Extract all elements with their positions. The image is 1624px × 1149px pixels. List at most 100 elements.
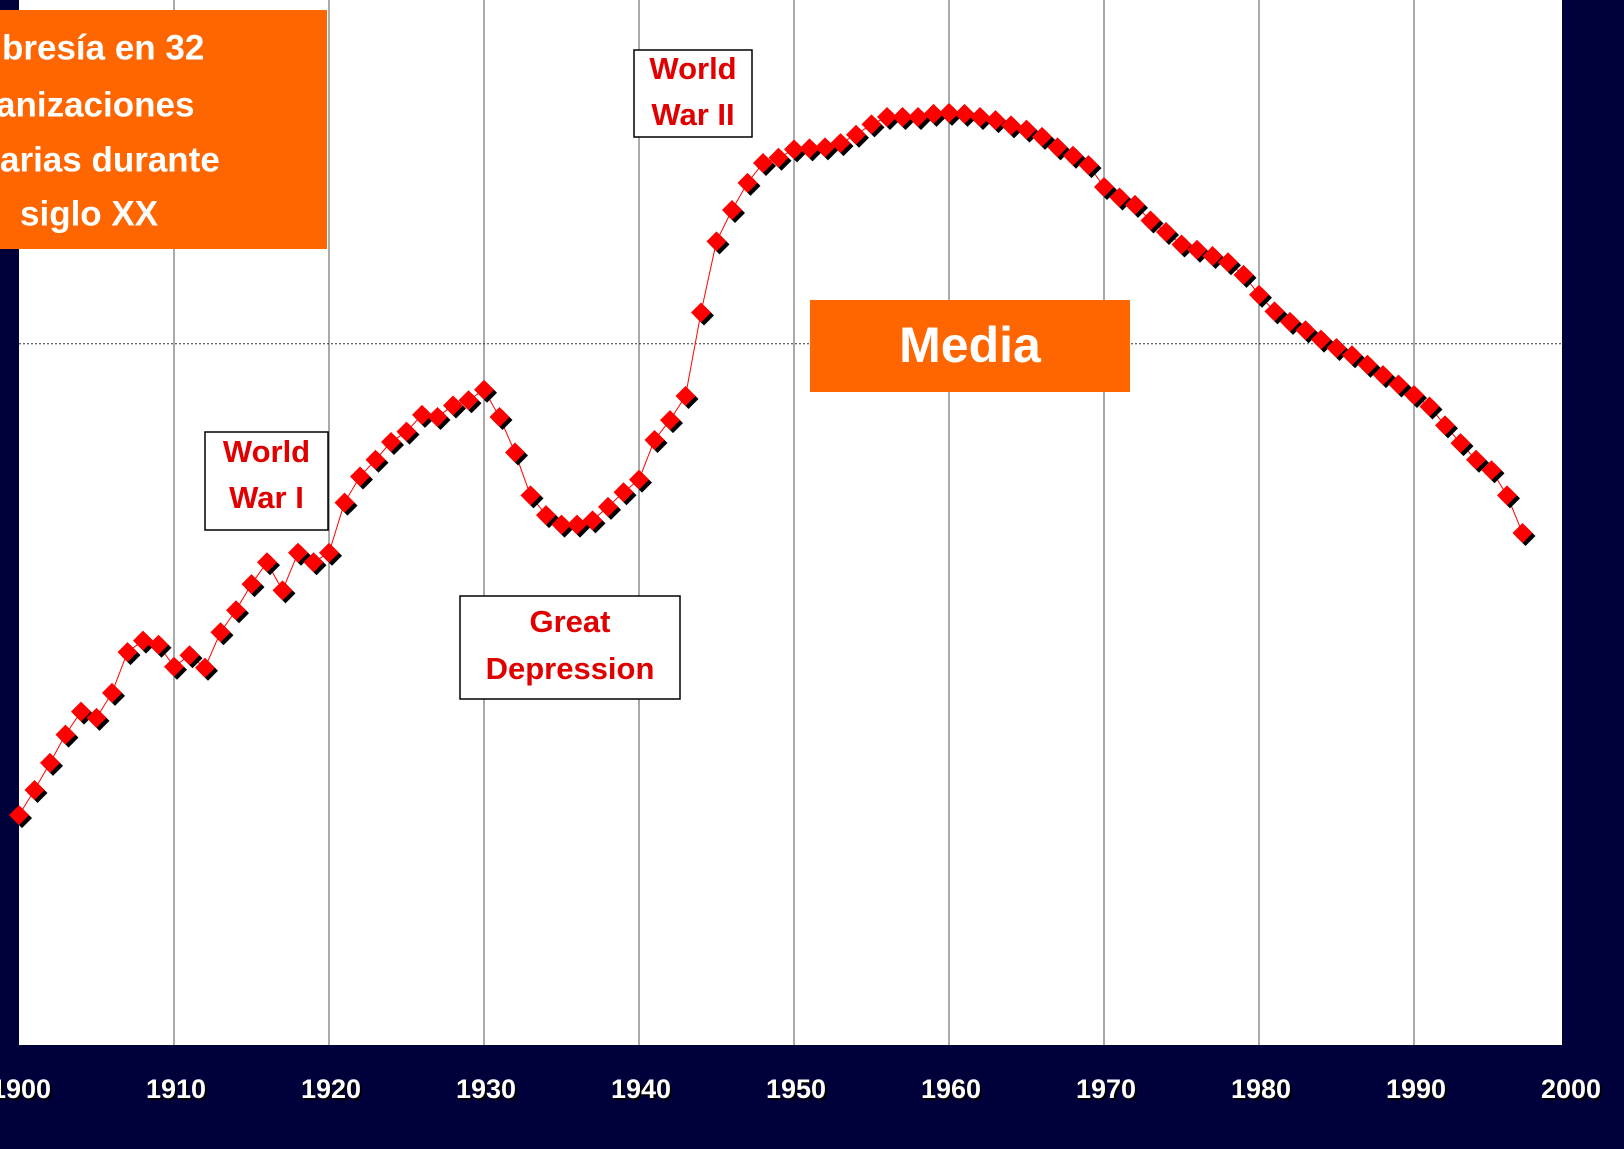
point-marker [1280, 311, 1300, 332]
point-marker [660, 410, 680, 431]
point-marker [71, 701, 91, 722]
point-marker [1125, 194, 1145, 215]
point-marker [458, 390, 479, 411]
point-marker [768, 147, 789, 168]
x-tick-label: 1960 [923, 1076, 983, 1106]
point-marker [706, 231, 727, 252]
x-tick-label: 1950 [768, 1076, 828, 1106]
point [195, 657, 218, 681]
x-tick-label: 1940 [613, 1076, 673, 1106]
point-marker [179, 645, 200, 666]
point [319, 542, 342, 566]
point-marker [954, 103, 975, 124]
point [660, 410, 683, 434]
x-tick-label: 1980 [1233, 1076, 1293, 1106]
point-marker [102, 682, 122, 703]
point [1404, 385, 1427, 409]
point-marker [1466, 449, 1486, 470]
point-marker [985, 110, 1006, 131]
point-marker [1264, 301, 1285, 322]
point-marker [846, 124, 866, 145]
point-marker [9, 805, 29, 826]
x-tick-label: 1980 [1231, 1074, 1291, 1104]
point [954, 103, 978, 127]
point [1218, 252, 1241, 276]
x-tick-label: 1950 [766, 1074, 826, 1104]
point [1357, 354, 1381, 378]
annotation-text: War II [651, 97, 734, 132]
point-marker [567, 514, 587, 535]
x-tick-label: 1990 [1386, 1074, 1446, 1104]
chart-title: siglo XX [20, 194, 159, 233]
point-marker [1016, 119, 1037, 140]
x-tick-label: 1930 [458, 1076, 518, 1106]
point-marker [226, 600, 246, 621]
point [365, 449, 389, 473]
point [427, 406, 451, 430]
point [737, 172, 761, 196]
point [226, 600, 249, 624]
annotation-text: Depression [486, 651, 655, 686]
point-marker [210, 622, 231, 643]
point [1140, 210, 1164, 234]
point-marker [815, 137, 835, 158]
point-marker [148, 634, 169, 655]
point [1125, 194, 1148, 218]
point-marker [195, 657, 215, 678]
point-marker [257, 552, 277, 573]
point [1249, 284, 1272, 308]
point-marker [1311, 329, 1331, 350]
point-marker [1202, 246, 1223, 267]
point [629, 469, 652, 493]
chart-title: anizaciones [0, 85, 194, 124]
point-marker [675, 386, 696, 407]
mean-label: Media [899, 317, 1042, 373]
point [272, 580, 296, 604]
x-tick-label: 1970 [1078, 1076, 1138, 1106]
point-marker [1140, 210, 1161, 231]
point [830, 133, 854, 157]
point-marker [1512, 522, 1533, 543]
point-marker [1481, 460, 1502, 481]
point-marker [381, 432, 401, 453]
point [396, 421, 420, 445]
point-marker [939, 102, 959, 123]
point [846, 124, 869, 148]
point-marker [598, 496, 618, 517]
point-marker [303, 552, 324, 573]
point-marker [722, 200, 742, 221]
point [24, 780, 48, 804]
point [1419, 396, 1443, 420]
point [861, 114, 885, 138]
point-marker [24, 780, 45, 801]
x-tick-label: 1900 [0, 1074, 51, 1104]
point-marker [970, 107, 990, 128]
point [55, 724, 79, 748]
x-tick-label: 1910 [146, 1074, 206, 1104]
annotation-text: War I [229, 480, 304, 515]
point [613, 482, 637, 506]
point [86, 707, 110, 731]
point-marker [1295, 320, 1316, 341]
point-marker [365, 449, 386, 470]
point-marker [1094, 177, 1114, 198]
annotation-box [633, 49, 753, 138]
point-marker [923, 103, 944, 124]
point [1156, 221, 1179, 245]
point-marker [1078, 155, 1099, 176]
point-marker [551, 514, 572, 535]
point [1063, 145, 1086, 169]
point-marker [1047, 137, 1068, 158]
point-marker [443, 395, 463, 416]
point [334, 492, 358, 516]
point-marker [505, 442, 525, 463]
point [1481, 460, 1505, 484]
point-marker [861, 114, 882, 135]
point [505, 442, 528, 466]
point [148, 634, 172, 658]
point-marker [753, 153, 773, 174]
point-marker [1187, 239, 1207, 260]
point [164, 656, 187, 680]
point-marker [241, 574, 262, 595]
